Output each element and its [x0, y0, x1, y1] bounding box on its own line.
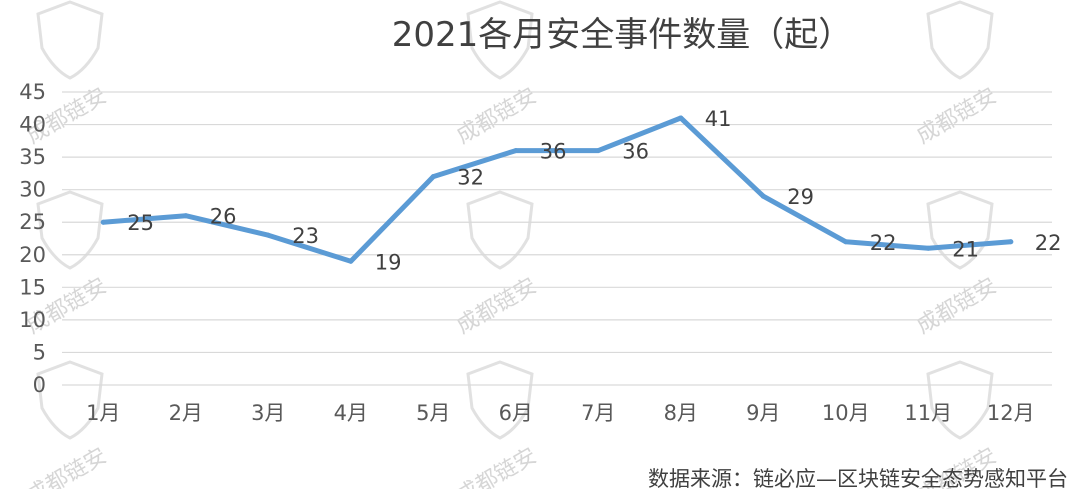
- data-label: 25: [127, 211, 154, 235]
- data-source-note: 数据来源：链必应—区块链安全态势感知平台: [648, 467, 1068, 489]
- series-line-group: [100, 115, 1014, 264]
- y-tick-label: 25: [19, 210, 46, 234]
- data-point: [430, 174, 436, 180]
- y-tick-label: 20: [19, 243, 46, 267]
- x-tick-label: 7月: [581, 401, 615, 425]
- data-point: [513, 148, 519, 154]
- x-tick-label: 4月: [334, 401, 368, 425]
- y-tick-label: 0: [33, 373, 46, 397]
- watermark-text: 成都链安: [912, 84, 1001, 150]
- y-tick-label: 40: [19, 113, 46, 137]
- watermark-shield-icon: [466, 190, 534, 270]
- data-point: [100, 219, 106, 225]
- watermark-mark: 成都链安: [452, 190, 541, 340]
- watermark-mark: 成都链安: [912, 190, 1001, 340]
- data-labels: 25 26 23 19 32 36 36 41 29 22 21 22: [127, 107, 1061, 274]
- gridlines: [62, 91, 1052, 386]
- x-tick-label: 1月: [86, 401, 120, 425]
- watermark-text: 成都链安: [22, 444, 111, 489]
- data-label: 22: [870, 231, 897, 255]
- x-tick-label: 8月: [664, 401, 698, 425]
- watermark-text: 成都链安: [452, 444, 541, 489]
- watermark-shield-icon: [36, 190, 104, 270]
- data-point: [595, 148, 601, 154]
- x-tick-label: 9月: [746, 401, 780, 425]
- watermark-shield-icon: [36, 0, 104, 80]
- watermark-text: 成都链安: [452, 84, 541, 150]
- data-point: [1008, 239, 1014, 245]
- y-axis-ticks: 0 5 10 15 20 25 30 35 40 45: [19, 80, 46, 397]
- watermark-shield-icon: [466, 0, 534, 80]
- y-tick-label: 35: [19, 145, 46, 169]
- data-label: 36: [540, 140, 567, 164]
- data-label: 36: [622, 140, 649, 164]
- data-label: 22: [1035, 231, 1062, 255]
- data-point: [678, 115, 684, 121]
- y-tick-label: 30: [19, 178, 46, 202]
- data-label: 26: [210, 205, 237, 229]
- data-label: 29: [787, 185, 814, 209]
- x-tick-label: 5月: [416, 401, 450, 425]
- watermark-text: 成都链安: [452, 274, 541, 340]
- data-label: 19: [375, 250, 402, 274]
- data-label: 41: [705, 107, 732, 131]
- x-axis-ticks: 1月 2月 3月 4月 5月 6月 7月 8月 9月 10月 11月 12月: [86, 401, 1035, 425]
- x-tick-label: 10月: [822, 401, 870, 425]
- watermark-shield-icon: [36, 360, 104, 440]
- data-point: [348, 258, 354, 264]
- watermark-shield-icon: [926, 0, 994, 80]
- x-tick-label: 6月: [499, 401, 533, 425]
- data-label: 23: [292, 224, 319, 248]
- y-tick-label: 5: [33, 340, 46, 364]
- data-label: 32: [457, 166, 484, 190]
- y-tick-label: 10: [19, 308, 46, 332]
- x-tick-label: 12月: [987, 401, 1035, 425]
- data-point: [760, 193, 766, 199]
- data-label: 21: [952, 237, 979, 261]
- y-tick-label: 15: [19, 275, 46, 299]
- watermark-text: 成都链安: [912, 274, 1001, 340]
- x-tick-label: 2月: [169, 401, 203, 425]
- watermark-shield-icon: [466, 360, 534, 440]
- x-tick-label: 3月: [251, 401, 285, 425]
- y-tick-label: 45: [19, 80, 46, 104]
- data-point: [183, 213, 189, 219]
- data-point: [925, 245, 931, 251]
- watermark-shield-icon: [926, 360, 994, 440]
- series-line: [100, 115, 1014, 264]
- watermark-mark: 成都链安: [912, 0, 1001, 150]
- x-tick-label: 11月: [904, 401, 952, 425]
- data-point: [265, 232, 271, 238]
- data-point: [843, 239, 849, 245]
- chart-title: 2021各月安全事件数量（起）: [392, 15, 853, 55]
- watermark-mark: 成都链安: [452, 360, 541, 489]
